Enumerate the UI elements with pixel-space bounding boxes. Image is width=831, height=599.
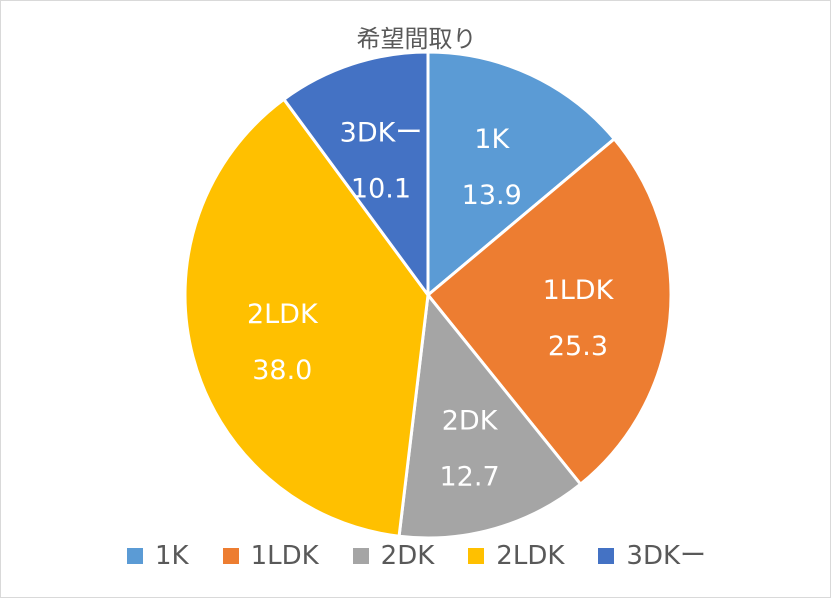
legend: 1K 1LDK 2DK 2LDK 3DKー: [1, 535, 831, 577]
legend-swatch: [126, 548, 143, 564]
slice-value-label: 13.9: [462, 180, 522, 211]
legend-item: 2LDK: [468, 540, 564, 572]
legend-item: 3DKー: [598, 540, 706, 572]
slice-value-label: 12.7: [440, 461, 500, 492]
legend-item: 1K: [126, 540, 189, 572]
pie-slice-2: [397, 291, 583, 540]
slice-value-label: 25.3: [548, 331, 608, 362]
legend-label: 1K: [154, 541, 189, 571]
legend-label: 2DK: [380, 541, 435, 571]
slice-category-label: 1K: [474, 124, 510, 155]
slice-category-label: 3DKー: [340, 117, 423, 148]
legend-item: 1LDK: [222, 540, 319, 572]
legend-label: 3DKー: [626, 541, 707, 571]
legend-swatch: [598, 548, 615, 564]
slice-category-label: 2LDK: [247, 299, 319, 330]
pie-slice-4: [281, 50, 430, 300]
legend-swatch: [468, 548, 485, 564]
legend-swatch: [222, 548, 239, 564]
pie-slice-0: [426, 50, 617, 299]
legend-swatch: [352, 548, 369, 564]
legend-item: 2DK: [352, 540, 435, 572]
slice-value-label: 10.1: [351, 173, 411, 204]
slice-category-label: 2DK: [442, 405, 499, 436]
legend-label: 1LDK: [250, 541, 319, 571]
legend-label: 2LDK: [496, 541, 565, 571]
slice-value-label: 38.0: [252, 355, 312, 386]
chart-title: 希望間取り: [356, 25, 477, 53]
pie-slice-1: [425, 136, 673, 487]
slice-category-label: 1LDK: [543, 275, 615, 306]
pie-slice-3: [183, 97, 430, 538]
